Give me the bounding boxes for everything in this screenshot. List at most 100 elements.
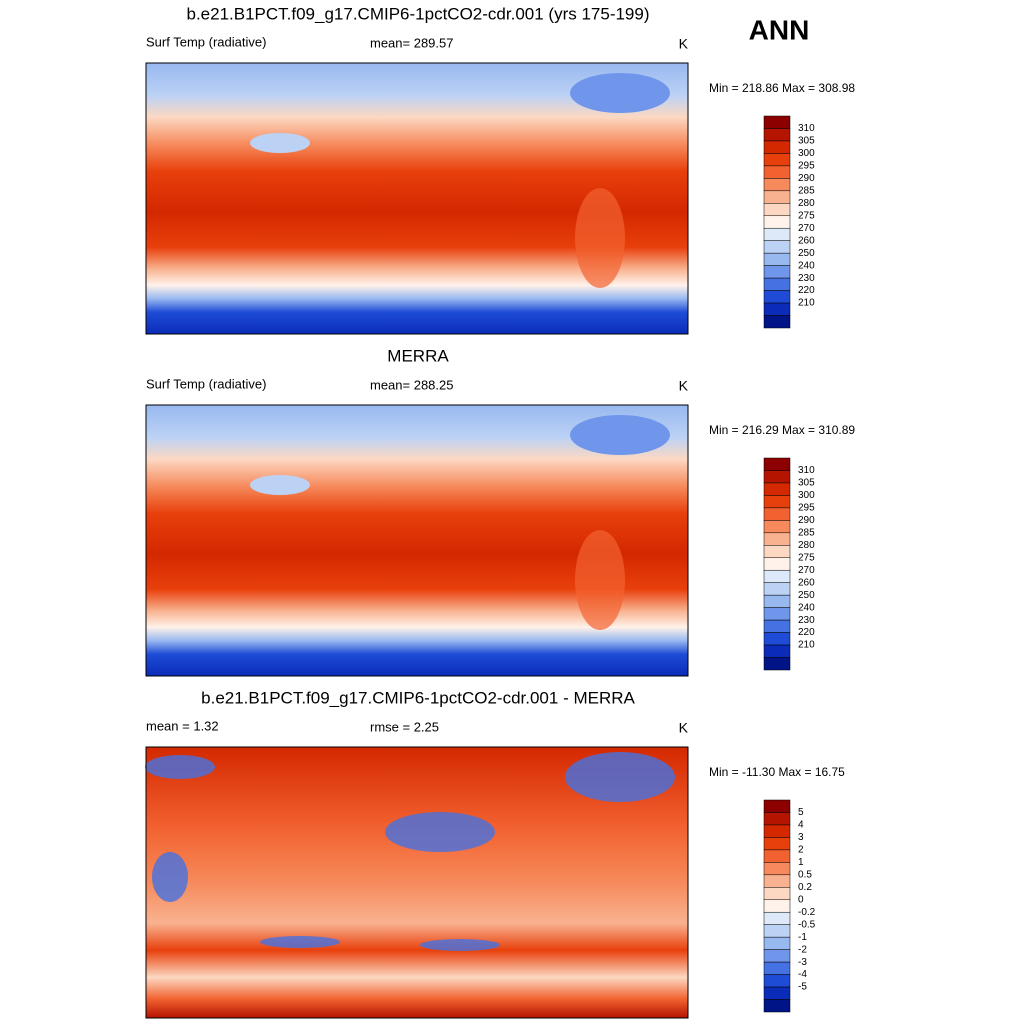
colorbar-segment	[763, 862, 791, 876]
colorbar-label: 0.5	[798, 869, 812, 880]
map-feature	[250, 475, 310, 495]
min-max: Min = -11.30 Max = 16.75	[709, 765, 845, 779]
colorbar-segment	[763, 569, 791, 583]
colorbar-label: 270	[798, 565, 815, 576]
colorbar-label: 310	[798, 123, 815, 134]
map-feature	[145, 755, 215, 779]
colorbar-label: 220	[798, 285, 815, 296]
colorbar-segment	[763, 302, 791, 316]
colorbar-label: 210	[798, 640, 815, 651]
colorbar-segment	[763, 644, 791, 658]
colorbar-label: 280	[798, 540, 815, 551]
colorbar-label: 230	[798, 615, 815, 626]
colorbar-segment	[763, 470, 791, 484]
map-feature	[420, 939, 500, 951]
colorbar-segment	[763, 265, 791, 279]
colorbar-segment	[763, 812, 791, 826]
colorbar-segment	[763, 949, 791, 963]
map-feature	[575, 188, 625, 288]
colorbar-segment	[763, 874, 791, 888]
colorbar-segment	[763, 607, 791, 621]
colorbar-segment	[763, 140, 791, 154]
colorbar-label: 210	[798, 298, 815, 309]
colorbar-segment	[763, 532, 791, 546]
colorbar-segment	[763, 961, 791, 975]
colorbar-label: 2	[798, 845, 804, 856]
panel-title: b.e21.B1PCT.f09_g17.CMIP6-1pctCO2-cdr.00…	[186, 4, 649, 23]
panel-title: b.e21.B1PCT.f09_g17.CMIP6-1pctCO2-cdr.00…	[201, 688, 635, 707]
colorbar-label: 0	[798, 894, 804, 905]
colorbar-segment	[763, 277, 791, 291]
colorbar-segment	[763, 520, 791, 534]
center-label: rmse = 2.25	[370, 719, 439, 734]
left-label: Surf Temp (radiative)	[146, 34, 266, 49]
colorbar-segment	[763, 619, 791, 633]
colorbar-segment	[763, 482, 791, 496]
colorbar-label: 220	[798, 627, 815, 638]
colorbar-label: -5	[798, 982, 807, 993]
colorbar-label: 305	[798, 136, 815, 147]
center-label: mean= 289.57	[370, 35, 453, 50]
colorbar-segment	[763, 557, 791, 571]
colorbar-label: 275	[798, 552, 815, 563]
panel: MERRA Surf Temp (radiative) mean= 288.25 K M…	[145, 346, 855, 677]
colorbar-segment	[763, 799, 791, 813]
colorbar-segment	[763, 824, 791, 838]
colorbar-label: 0.2	[798, 882, 812, 893]
colorbar-label: 260	[798, 235, 815, 246]
colorbar-segment	[763, 887, 791, 901]
colorbar-label: 270	[798, 223, 815, 234]
colorbar-segment	[763, 657, 791, 671]
left-label: Surf Temp (radiative)	[146, 376, 266, 391]
colorbar-segment	[763, 986, 791, 1000]
colorbar-segment	[763, 924, 791, 938]
colorbar-segment	[763, 849, 791, 863]
colorbar-label: 240	[798, 260, 815, 271]
colorbar-segment	[763, 999, 791, 1013]
colorbar-label: 240	[798, 602, 815, 613]
map-feature	[575, 530, 625, 630]
colorbar-label: 230	[798, 273, 815, 284]
colorbar-segment	[763, 165, 791, 179]
colorbar-segment	[763, 240, 791, 254]
left-label: mean = 1.32	[146, 718, 219, 733]
colorbar-label: -4	[798, 969, 807, 980]
colorbar-label: 5	[798, 807, 804, 818]
colorbar-segment	[763, 507, 791, 521]
map-feature	[385, 812, 495, 852]
panel: b.e21.B1PCT.f09_g17.CMIP6-1pctCO2-cdr.00…	[145, 688, 845, 1019]
colorbar-segment	[763, 545, 791, 559]
colorbar-label: 295	[798, 503, 815, 514]
map-frame	[145, 746, 689, 1019]
map-feature	[250, 133, 310, 153]
min-max: Min = 218.86 Max = 308.98	[709, 81, 855, 95]
colorbar-label: 295	[798, 161, 815, 172]
colorbar-label: 290	[798, 515, 815, 526]
center-label: mean= 288.25	[370, 377, 453, 392]
colorbar-segment	[763, 582, 791, 596]
colorbar-label: 3	[798, 832, 804, 843]
units-label: K	[679, 36, 689, 52]
colorbar-segment	[763, 227, 791, 241]
map-feature	[570, 415, 670, 455]
colorbar-label: 285	[798, 527, 815, 538]
colorbar-label: 310	[798, 465, 815, 476]
colorbar-segment	[763, 178, 791, 192]
colorbar-segment	[763, 495, 791, 509]
map-feature	[565, 752, 675, 802]
colorbar-segment	[763, 153, 791, 167]
colorbar-segment	[763, 215, 791, 229]
colorbar-label: 300	[798, 490, 815, 501]
colorbar-label: 285	[798, 185, 815, 196]
colorbar-segment	[763, 936, 791, 950]
colorbar-segment	[763, 837, 791, 851]
min-max: Min = 216.29 Max = 310.89	[709, 423, 855, 437]
colorbar-label: 4	[798, 820, 804, 831]
season-label: ANN	[749, 14, 810, 45]
colorbar-label: 275	[798, 210, 815, 221]
colorbar-label: 305	[798, 478, 815, 489]
map-frame	[145, 62, 689, 335]
colorbar-segment	[763, 974, 791, 988]
colorbar-label: -3	[798, 957, 807, 968]
